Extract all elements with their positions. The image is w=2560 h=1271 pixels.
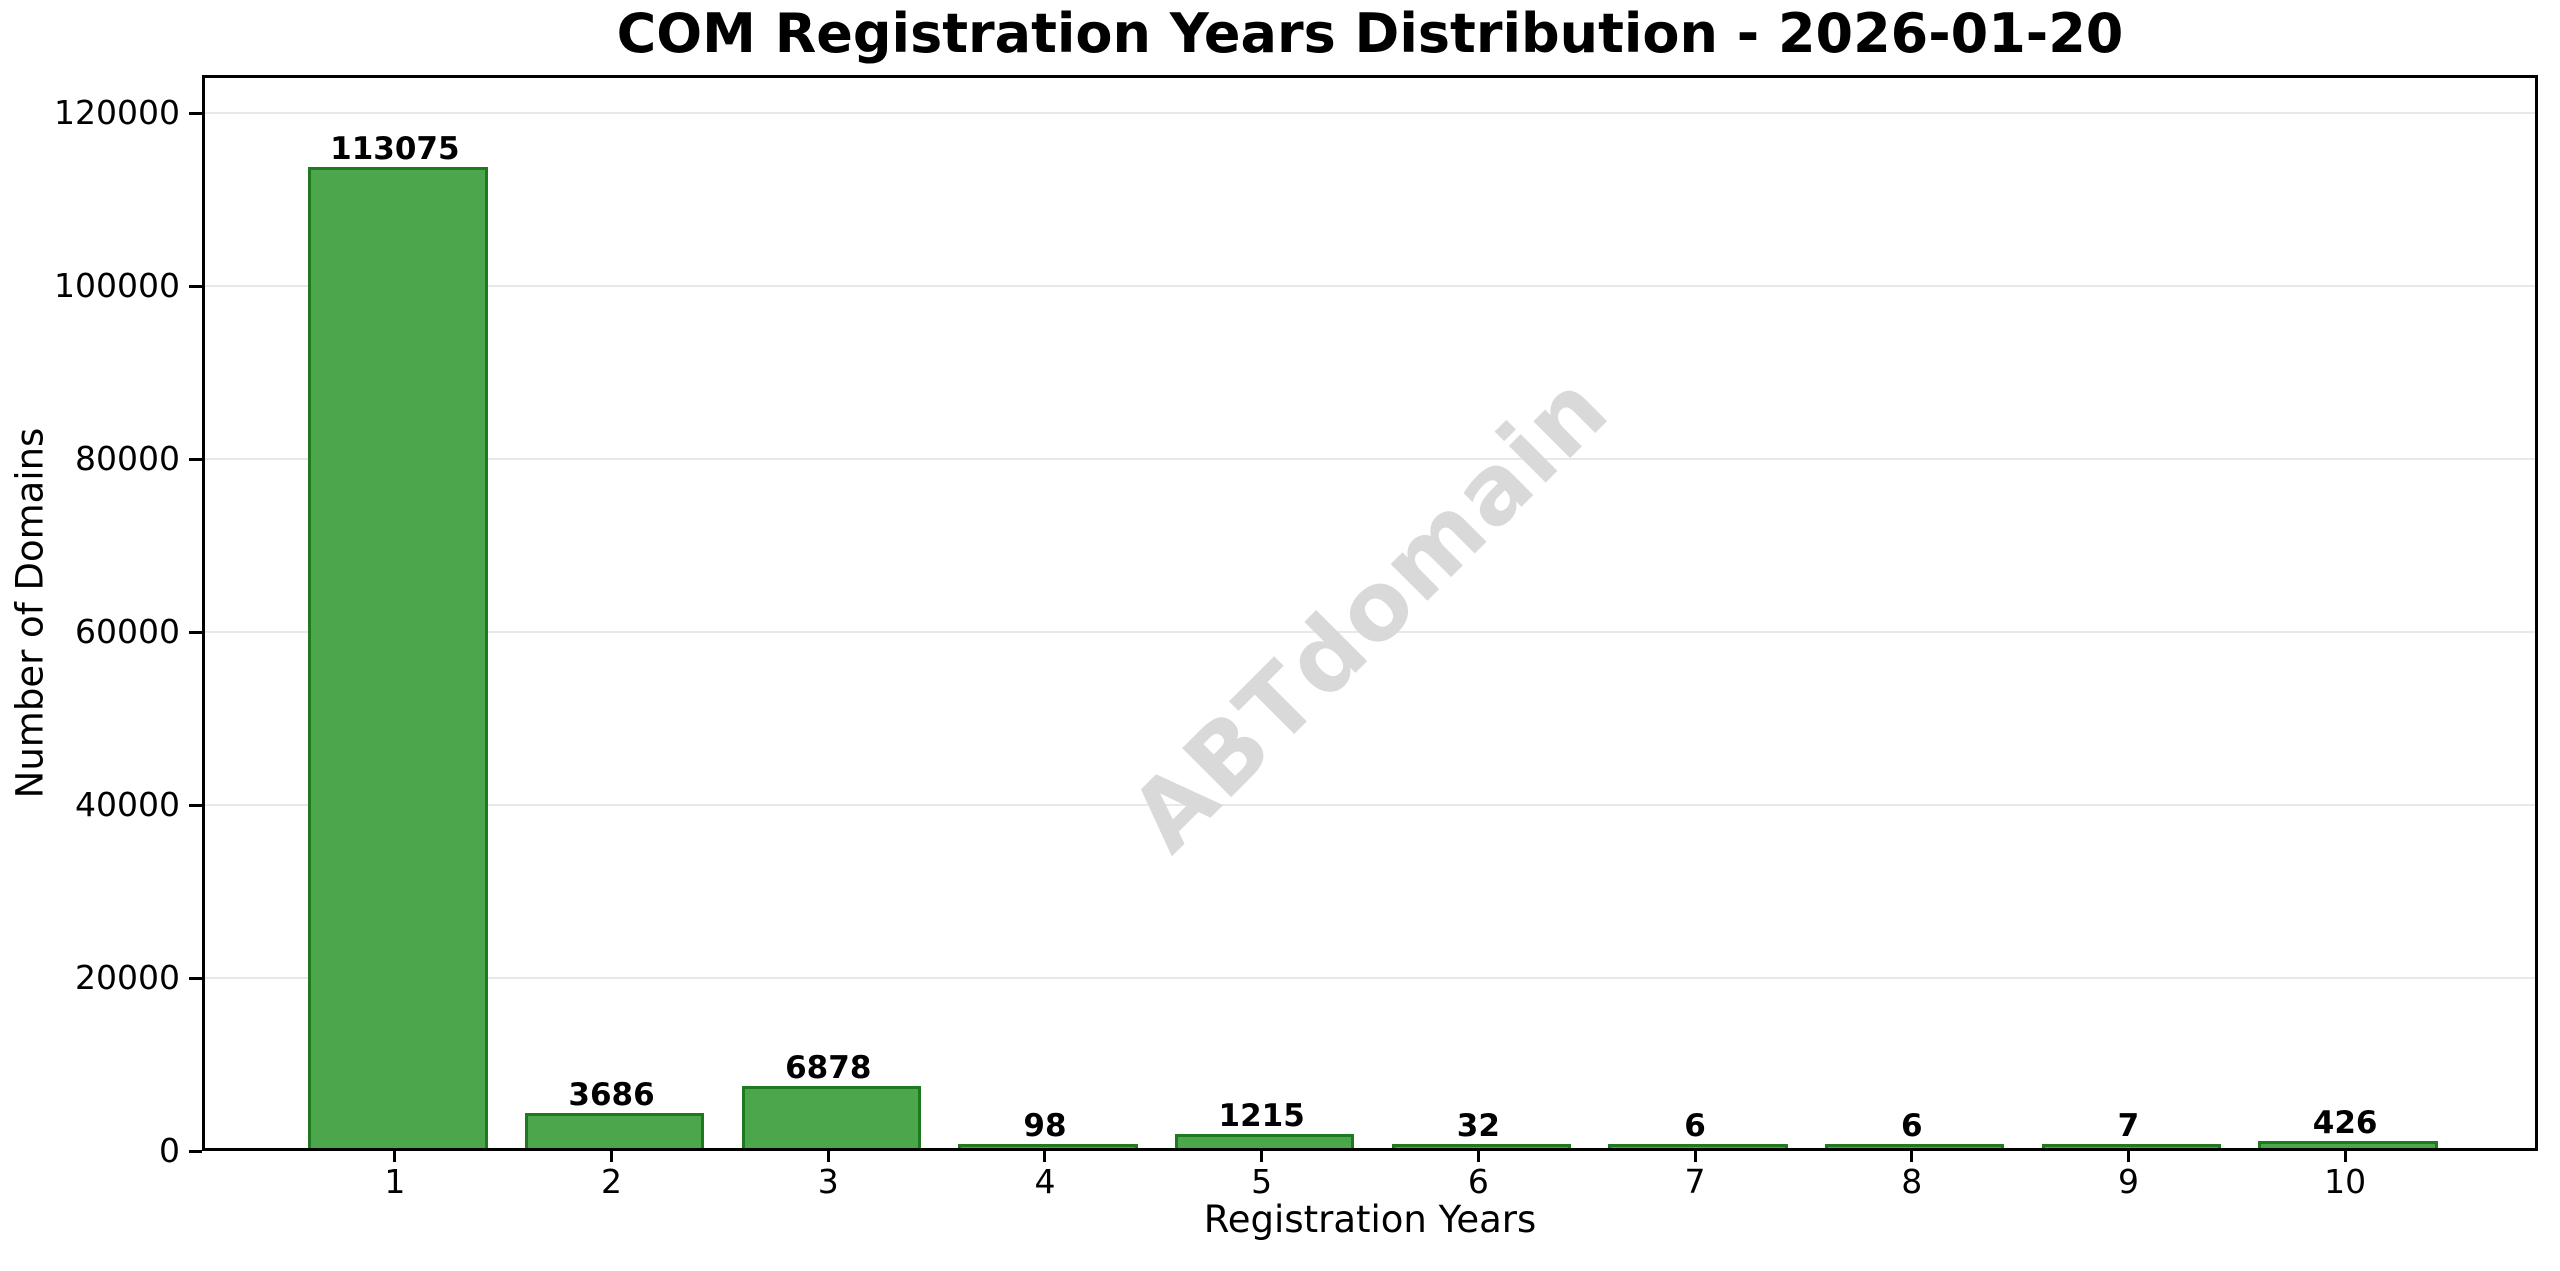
y-tick-label: 40000 xyxy=(75,785,180,825)
y-gridline xyxy=(205,804,2535,807)
bar xyxy=(1608,1143,1788,1148)
y-gridline xyxy=(205,631,2535,634)
bar xyxy=(2041,1143,2222,1148)
y-axis-label-text: Number of Domains xyxy=(8,427,52,799)
y-tick-label: 100000 xyxy=(54,266,180,306)
x-tick-mark xyxy=(393,1151,397,1162)
x-tick-mark xyxy=(1260,1151,1264,1162)
bar xyxy=(741,1085,921,1148)
x-tick-label: 3 xyxy=(817,1162,839,1201)
bar xyxy=(1825,1143,2005,1148)
y-tick-mark xyxy=(189,1149,202,1153)
bar-value-label: 6878 xyxy=(785,1049,872,1086)
bar-value-label: 426 xyxy=(2312,1105,2378,1142)
chart-title: COM Registration Years Distribution - 20… xyxy=(616,2,2124,65)
bar-value-label: 98 xyxy=(1023,1107,1067,1144)
x-tick-mark xyxy=(2343,1151,2347,1162)
bar xyxy=(1391,1143,1571,1148)
x-tick-label: 9 xyxy=(2117,1162,2139,1201)
y-tick-label: 120000 xyxy=(54,93,180,133)
x-tick-mark xyxy=(1043,1151,1047,1162)
y-tick-mark xyxy=(189,457,202,461)
bar-value-label: 6 xyxy=(1684,1107,1706,1144)
bar-value-label: 3686 xyxy=(568,1077,655,1114)
plot-area-border xyxy=(202,75,2538,1151)
y-gridline xyxy=(205,977,2535,979)
bar xyxy=(958,1143,1138,1148)
bar-value-label: 6 xyxy=(1900,1107,1923,1144)
x-tick-mark xyxy=(2126,1151,2130,1162)
x-tick-label: 2 xyxy=(601,1162,623,1201)
x-tick-label: 6 xyxy=(1467,1162,1489,1201)
bar xyxy=(2258,1141,2438,1148)
x-tick-label: 1 xyxy=(384,1162,406,1201)
y-gridline xyxy=(205,285,2535,288)
y-tick-label: 20000 xyxy=(75,958,180,997)
y-tick-label: 60000 xyxy=(75,612,180,652)
x-tick-label: 8 xyxy=(1901,1162,1923,1201)
x-tick-mark xyxy=(826,1151,830,1162)
bar xyxy=(524,1113,705,1148)
x-tick-label: 7 xyxy=(1684,1162,1706,1201)
y-tick-mark xyxy=(189,803,202,807)
y-tick-label: 80000 xyxy=(75,439,180,479)
bar xyxy=(1174,1134,1355,1148)
y-tick-label: 0 xyxy=(159,1131,180,1170)
x-tick-label: 5 xyxy=(1251,1162,1273,1201)
x-tick-mark xyxy=(1910,1151,1914,1162)
y-tick-mark xyxy=(189,111,202,115)
y-gridline xyxy=(205,112,2535,115)
x-tick-mark xyxy=(1693,1151,1697,1162)
y-tick-mark xyxy=(189,630,202,634)
y-tick-mark xyxy=(189,976,202,980)
bar-value-label: 32 xyxy=(1456,1107,1500,1144)
x-tick-label: 4 xyxy=(1034,1162,1056,1201)
bar xyxy=(308,166,488,1148)
x-tick-mark xyxy=(1476,1151,1480,1162)
bar-value-label: 1215 xyxy=(1218,1098,1305,1135)
bar-value-label: 113075 xyxy=(330,130,460,167)
bar-value-label: 7 xyxy=(2117,1107,2140,1144)
x-tick-label: 10 xyxy=(2324,1162,2367,1201)
x-axis-label: Registration Years xyxy=(1203,1198,1537,1241)
y-gridline xyxy=(205,458,2535,461)
y-tick-mark xyxy=(189,284,202,288)
x-tick-mark xyxy=(610,1151,614,1162)
